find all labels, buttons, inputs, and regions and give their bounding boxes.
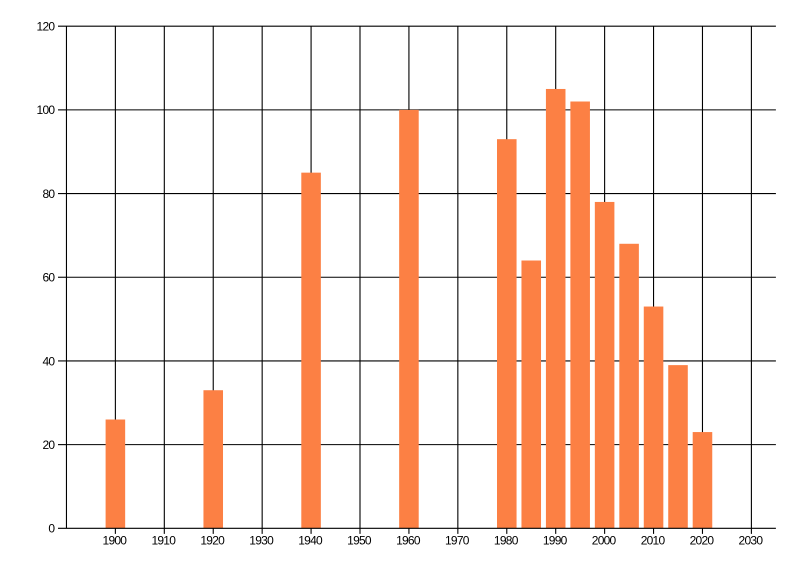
svg-text:1920: 1920 bbox=[200, 534, 225, 548]
svg-text:1960: 1960 bbox=[396, 534, 421, 548]
svg-text:2010: 2010 bbox=[641, 534, 666, 548]
svg-text:1980: 1980 bbox=[494, 534, 519, 548]
svg-text:60: 60 bbox=[42, 271, 55, 285]
svg-text:1970: 1970 bbox=[445, 534, 470, 548]
svg-text:1910: 1910 bbox=[151, 534, 176, 548]
svg-text:1950: 1950 bbox=[347, 534, 372, 548]
svg-text:40: 40 bbox=[42, 354, 55, 368]
svg-text:100: 100 bbox=[37, 103, 56, 117]
svg-text:2030: 2030 bbox=[739, 534, 764, 548]
svg-text:2000: 2000 bbox=[592, 534, 617, 548]
svg-text:1940: 1940 bbox=[298, 534, 323, 548]
svg-text:120: 120 bbox=[37, 20, 56, 34]
svg-text:1900: 1900 bbox=[103, 534, 128, 548]
svg-text:0: 0 bbox=[48, 522, 55, 536]
svg-text:80: 80 bbox=[42, 187, 55, 201]
svg-text:1930: 1930 bbox=[249, 534, 274, 548]
svg-text:20: 20 bbox=[42, 438, 55, 452]
svg-text:2020: 2020 bbox=[690, 534, 715, 548]
svg-text:1990: 1990 bbox=[543, 534, 568, 548]
